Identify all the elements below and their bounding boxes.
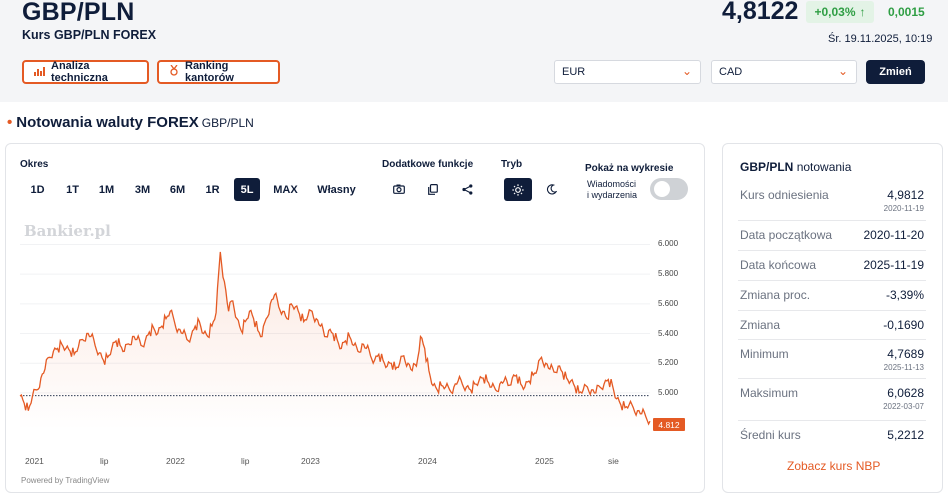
pair-subtitle: Kurs GBP/PLN FOREX	[22, 28, 157, 42]
stat-date: 2025-11-13	[883, 363, 924, 372]
sun-icon[interactable]	[504, 178, 532, 201]
stat-label: Data końcowa	[740, 258, 817, 272]
copy-icon[interactable]	[422, 178, 444, 200]
y-tick-label: 5.600	[658, 298, 679, 308]
mode-label: Tryb	[501, 159, 523, 170]
extra-functions-label: Dodatkowe funkcje	[382, 159, 474, 170]
x-tick-label: 2024	[418, 456, 437, 466]
quote-header	[0, 0, 948, 102]
share-icon[interactable]	[456, 178, 478, 200]
stat-divider	[738, 250, 926, 251]
stat-value: 4,9812	[887, 188, 924, 202]
period-5l[interactable]: 5L	[234, 178, 260, 201]
stat-label: Kurs odniesienia	[740, 188, 829, 202]
x-tick-label: lip	[100, 456, 109, 466]
period-3m[interactable]: 3M	[134, 183, 151, 196]
stat-divider	[738, 280, 926, 281]
stats-title: GBP/PLN notowania	[740, 160, 851, 174]
stat-value: -0,1690	[883, 318, 924, 332]
quote-timestamp: Śr. 19.11.2025, 10:19	[828, 33, 933, 45]
last-price-badge: 4.812	[653, 418, 685, 431]
currency-to-select[interactable]: CAD ⌄	[711, 60, 857, 84]
period-1t[interactable]: 1T	[66, 183, 79, 196]
change-percent: +0,03%	[814, 5, 856, 19]
toggle-knob	[654, 181, 670, 197]
news-toggle-label-line2: i wydarzenia	[587, 190, 638, 200]
stat-date: 2022-03-07	[883, 402, 924, 411]
x-tick-label: 2022	[166, 456, 185, 466]
stat-label: Zmiana proc.	[740, 288, 811, 302]
stat-value: 6,0628	[887, 386, 924, 400]
stat-label: Średni kurs	[740, 428, 801, 442]
period-max[interactable]: MAX	[273, 183, 298, 196]
nbp-rate-link[interactable]: Zobacz kurs NBP	[787, 459, 881, 473]
period-1d[interactable]: 1D	[30, 183, 45, 196]
period-label: Okres	[20, 159, 49, 170]
stat-divider	[738, 378, 926, 379]
technical-analysis-button[interactable]: Analiza techniczna	[22, 60, 149, 84]
y-tick-label: 5.000	[658, 387, 679, 397]
currency-from-value: EUR	[562, 66, 586, 78]
news-toggle-label: Wiadomości i wydarzenia	[587, 179, 637, 201]
x-tick-label: 2021	[25, 456, 44, 466]
change-absolute: 0,0015	[888, 5, 925, 19]
chart-watermark: Bankier.pl	[24, 222, 111, 240]
medal-icon	[169, 64, 179, 79]
period-1r[interactable]: 1R	[205, 183, 220, 196]
y-tick-label: 5.200	[658, 358, 679, 368]
moon-icon[interactable]	[540, 178, 562, 200]
stat-label: Maksimum	[740, 386, 799, 400]
news-toggle[interactable]	[650, 178, 688, 200]
arrow-up-icon: ↑	[859, 5, 866, 19]
stats-title-pair: GBP/PLN	[740, 160, 794, 174]
stat-label: Data początkowa	[740, 228, 833, 242]
chevron-down-icon: ⌄	[837, 64, 848, 78]
currency-from-select[interactable]: EUR ⌄	[554, 60, 701, 84]
show-on-chart-label: Pokaż na wykresie	[585, 163, 674, 174]
section-title-text: Notowania waluty FOREX	[16, 114, 199, 131]
x-tick-label: 2023	[301, 456, 320, 466]
currency-to-value: CAD	[719, 66, 743, 78]
stat-label: Zmiana	[740, 318, 781, 332]
stats-card	[722, 143, 943, 493]
ranking-label: Ranking kantorów	[185, 60, 234, 84]
powered-by: Powered by TradingView	[21, 476, 110, 485]
stat-divider	[738, 220, 926, 221]
y-tick-label: 5.800	[658, 269, 679, 279]
stat-value: -3,39%	[885, 288, 924, 302]
change-percent-badge: +0,03% ↑	[806, 1, 874, 23]
chevron-down-icon: ⌄	[681, 64, 692, 78]
bullet-icon: •	[7, 114, 13, 131]
stat-value: 5,2212	[887, 428, 924, 442]
x-tick-label: sie	[608, 456, 619, 466]
stat-date: 2020-11-19	[883, 204, 924, 213]
stat-divider	[738, 339, 926, 340]
current-price: 4,8122	[722, 0, 799, 25]
stat-divider	[738, 420, 926, 421]
camera-icon[interactable]	[388, 178, 410, 200]
stat-value: 2020-11-20	[863, 228, 925, 242]
stat-divider	[738, 310, 926, 311]
x-tick-label: lip	[241, 456, 250, 466]
technical-analysis-label: Analiza techniczna	[51, 60, 108, 84]
stat-label: Minimum	[740, 347, 789, 361]
news-toggle-label-line1: Wiadomości	[587, 179, 637, 189]
x-tick-label: 2025	[535, 456, 554, 466]
section-title-pair: GBP/PLN	[201, 116, 254, 130]
y-tick-label: 5.400	[658, 328, 679, 338]
y-tick-label: 6.000	[658, 239, 679, 249]
bar-chart-icon	[34, 66, 45, 79]
ranking-button[interactable]: Ranking kantorów	[157, 60, 280, 84]
stat-value: 2025-11-19	[863, 258, 925, 272]
stats-title-rest: notowania	[796, 160, 852, 174]
period-1m[interactable]: 1M	[98, 183, 115, 196]
change-currency-button[interactable]: Zmień	[866, 60, 925, 84]
section-title: • Notowania waluty FOREX GBP/PLN	[7, 114, 254, 131]
pair-title: GBP/PLN	[22, 0, 135, 26]
period-6m[interactable]: 6M	[169, 183, 186, 196]
stat-value: 4,7689	[887, 347, 924, 361]
period-custom[interactable]: Własny	[317, 183, 356, 196]
